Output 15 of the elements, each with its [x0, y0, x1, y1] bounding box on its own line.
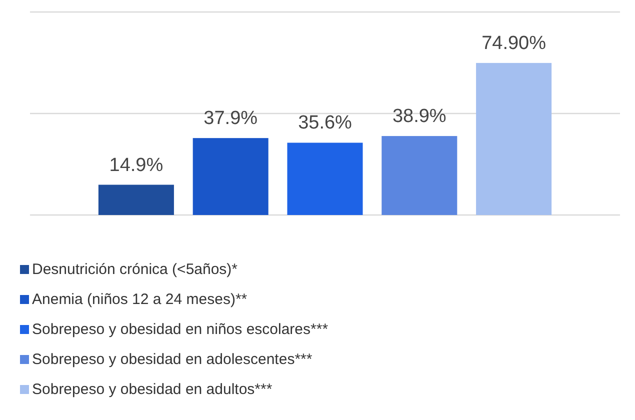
data-label: 14.9%	[109, 154, 164, 176]
bar	[287, 142, 363, 215]
data-label: 74.90%	[482, 32, 546, 54]
legend-label: Desnutrición crónica (<5años)*	[32, 261, 238, 278]
data-label: 35.6%	[298, 112, 352, 134]
legend-label: Sobrepeso y obesidad en adultos***	[32, 381, 272, 398]
bar	[192, 138, 268, 215]
bar	[98, 184, 174, 215]
legend-label: Sobrepeso y obesidad en niños escolares***	[32, 321, 328, 338]
data-label: 37.9%	[204, 108, 258, 130]
bar	[382, 136, 458, 215]
legend-label: Anemia (niños 12 a 24 meses)**	[32, 291, 248, 308]
legend-label: Sobrepeso y obesidad en adolescentes***	[32, 351, 312, 368]
bar	[476, 62, 552, 215]
data-label: 38.9%	[392, 106, 446, 128]
